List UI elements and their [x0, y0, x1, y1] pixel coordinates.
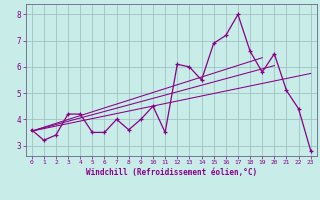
- X-axis label: Windchill (Refroidissement éolien,°C): Windchill (Refroidissement éolien,°C): [86, 168, 257, 177]
